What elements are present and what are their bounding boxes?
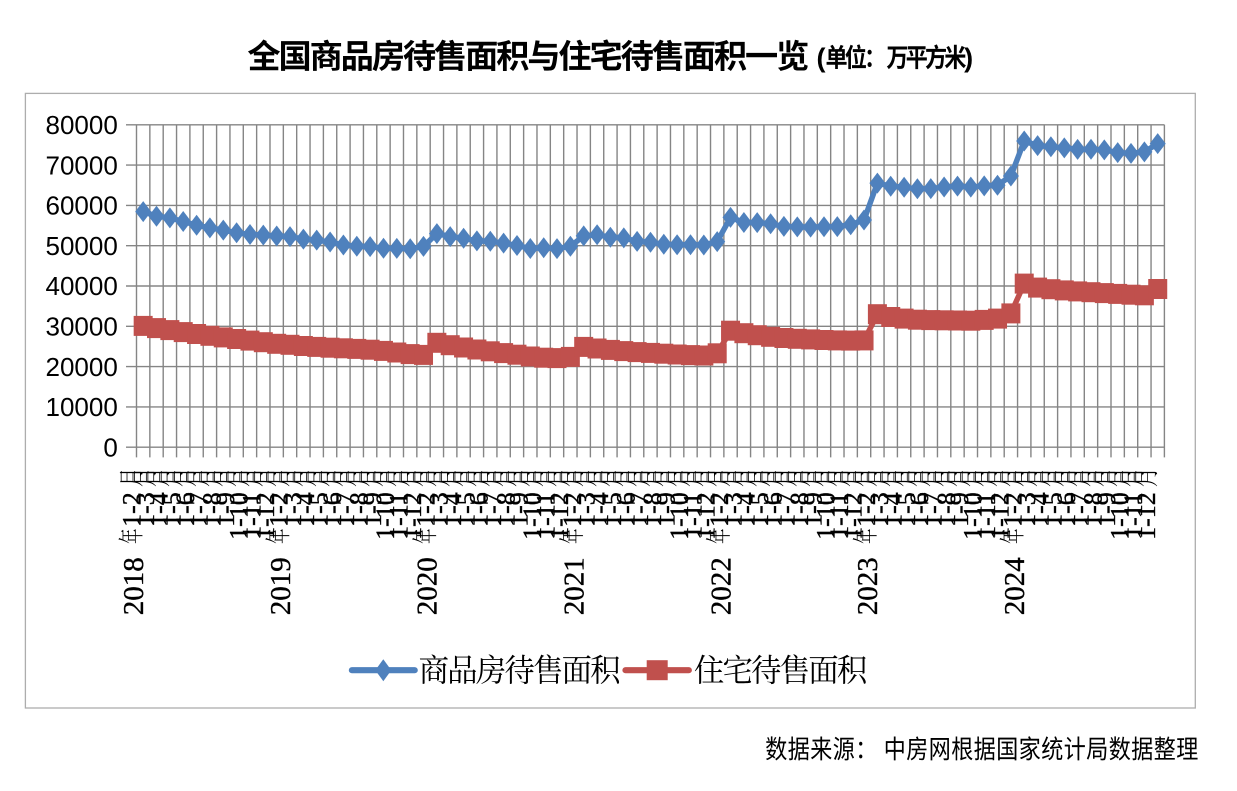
svg-text:1-3: 1-3 bbox=[865, 492, 894, 527]
svg-text:1-10: 1-10 bbox=[1105, 492, 1134, 540]
svg-text:1-8: 1-8 bbox=[1079, 492, 1108, 527]
svg-text:1-4: 1-4 bbox=[878, 492, 907, 527]
svg-text:2024: 2024 bbox=[999, 557, 1031, 616]
svg-text:(: ( bbox=[817, 43, 826, 73]
svg-text:2023: 2023 bbox=[852, 557, 884, 615]
svg-text:1-5: 1-5 bbox=[745, 492, 774, 527]
svg-text:1-11: 1-11 bbox=[972, 492, 1001, 539]
svg-text:1-5: 1-5 bbox=[158, 492, 187, 527]
svg-text:20000: 20000 bbox=[45, 352, 117, 382]
svg-text:1-6: 1-6 bbox=[758, 492, 787, 527]
svg-text:1-7: 1-7 bbox=[625, 492, 654, 527]
svg-text:1-2: 1-2 bbox=[411, 492, 440, 527]
svg-text:1-9: 1-9 bbox=[505, 492, 534, 527]
svg-text:2020: 2020 bbox=[412, 557, 444, 615]
svg-text:1-3: 1-3 bbox=[718, 492, 747, 527]
svg-text:1-4: 1-4 bbox=[732, 492, 761, 527]
svg-text:30000: 30000 bbox=[45, 312, 117, 342]
svg-text:1-7: 1-7 bbox=[331, 492, 360, 527]
svg-text:1-9: 1-9 bbox=[652, 492, 681, 527]
svg-text:1-3: 1-3 bbox=[425, 492, 454, 527]
svg-text:60000: 60000 bbox=[45, 191, 117, 221]
svg-text:1-7: 1-7 bbox=[772, 492, 801, 527]
svg-text:1-5: 1-5 bbox=[598, 492, 627, 527]
svg-text:1-5: 1-5 bbox=[451, 492, 480, 527]
svg-text:1-11: 1-11 bbox=[531, 492, 560, 539]
svg-text:1-2: 1-2 bbox=[999, 492, 1028, 527]
svg-text:1-5: 1-5 bbox=[892, 492, 921, 527]
svg-text:1-11: 1-11 bbox=[1119, 492, 1148, 539]
svg-text:1-7: 1-7 bbox=[478, 492, 507, 527]
svg-text:1-9: 1-9 bbox=[1092, 492, 1121, 527]
svg-text:10000: 10000 bbox=[45, 392, 117, 422]
svg-text:1-12: 1-12 bbox=[1132, 492, 1161, 540]
svg-text:50000: 50000 bbox=[45, 231, 117, 261]
svg-text:1-4: 1-4 bbox=[144, 492, 173, 527]
svg-text:1-3: 1-3 bbox=[571, 492, 600, 527]
svg-text:1-8: 1-8 bbox=[932, 492, 961, 527]
svg-text:1-12: 1-12 bbox=[838, 492, 867, 540]
svg-text:1-2: 1-2 bbox=[264, 492, 293, 527]
svg-text:1-10: 1-10 bbox=[518, 492, 547, 540]
svg-text:1-7: 1-7 bbox=[184, 492, 213, 527]
svg-text:1-6: 1-6 bbox=[465, 492, 494, 527]
svg-text:1-4: 1-4 bbox=[1025, 492, 1054, 527]
svg-text:0: 0 bbox=[103, 432, 117, 462]
svg-text:2022: 2022 bbox=[705, 557, 737, 615]
svg-text:1-6: 1-6 bbox=[318, 492, 347, 527]
svg-text:): ) bbox=[964, 43, 973, 73]
svg-text:1-5: 1-5 bbox=[304, 492, 333, 527]
svg-text:70000: 70000 bbox=[45, 150, 117, 180]
svg-text:1-8: 1-8 bbox=[345, 492, 374, 527]
svg-text:1-2: 1-2 bbox=[705, 492, 734, 527]
svg-text:1-9: 1-9 bbox=[211, 492, 240, 527]
svg-text:1-10: 1-10 bbox=[224, 492, 253, 540]
svg-text:1-3: 1-3 bbox=[278, 492, 307, 527]
svg-text:2021: 2021 bbox=[559, 557, 591, 615]
svg-text:1-6: 1-6 bbox=[905, 492, 934, 527]
svg-text:1-10: 1-10 bbox=[665, 492, 694, 540]
svg-text:1-11: 1-11 bbox=[238, 492, 267, 539]
svg-text:1-4: 1-4 bbox=[438, 492, 467, 527]
svg-text:80000: 80000 bbox=[45, 110, 117, 140]
svg-text:1-8: 1-8 bbox=[785, 492, 814, 527]
svg-text:1-11: 1-11 bbox=[385, 492, 414, 539]
svg-text:1-10: 1-10 bbox=[371, 492, 400, 540]
svg-text:1-8: 1-8 bbox=[198, 492, 227, 527]
svg-text:1-7: 1-7 bbox=[919, 492, 948, 527]
svg-text:1-9: 1-9 bbox=[945, 492, 974, 527]
svg-text:1-7: 1-7 bbox=[1065, 492, 1094, 527]
svg-text:1-3: 1-3 bbox=[131, 492, 160, 527]
svg-text:2018: 2018 bbox=[118, 557, 150, 615]
svg-text:1-10: 1-10 bbox=[812, 492, 841, 540]
svg-text:2019: 2019 bbox=[265, 557, 297, 615]
svg-text:1-3: 1-3 bbox=[1012, 492, 1041, 527]
svg-text:1-11: 1-11 bbox=[825, 492, 854, 539]
svg-text:40000: 40000 bbox=[45, 271, 117, 301]
svg-text:1-2: 1-2 bbox=[852, 492, 881, 527]
svg-text:1-8: 1-8 bbox=[491, 492, 520, 527]
svg-text:1-11: 1-11 bbox=[678, 492, 707, 539]
svg-text:1-6: 1-6 bbox=[1052, 492, 1081, 527]
svg-text:1-6: 1-6 bbox=[171, 492, 200, 527]
svg-text:1-2: 1-2 bbox=[558, 492, 587, 527]
svg-text:1-6: 1-6 bbox=[612, 492, 641, 527]
svg-text:1-8: 1-8 bbox=[638, 492, 667, 527]
svg-text:1-4: 1-4 bbox=[291, 492, 320, 527]
svg-text:1-10: 1-10 bbox=[959, 492, 988, 540]
svg-text:1-2: 1-2 bbox=[118, 492, 147, 527]
svg-text:1-5: 1-5 bbox=[1039, 492, 1068, 527]
svg-text:1-9: 1-9 bbox=[358, 492, 387, 527]
svg-text:1-9: 1-9 bbox=[798, 492, 827, 527]
svg-text:1-4: 1-4 bbox=[585, 492, 614, 527]
